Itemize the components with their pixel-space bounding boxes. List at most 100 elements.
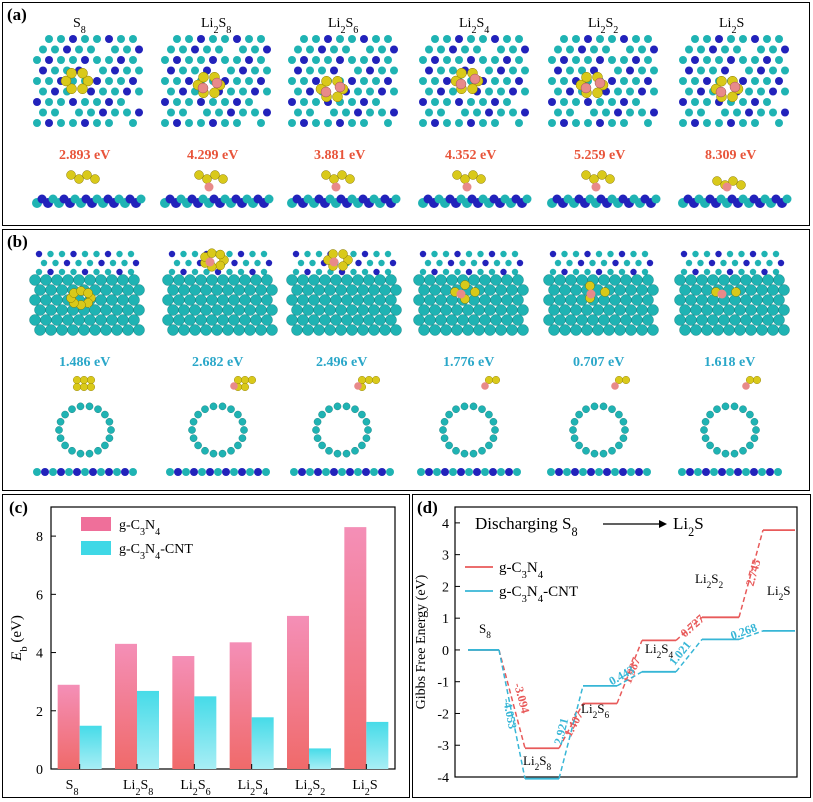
species-label-a: Li2S6	[328, 16, 358, 36]
y-tick-label: -3	[437, 739, 449, 754]
adsorbate-cluster	[192, 71, 226, 99]
bar-Li2S-gc3n4	[344, 527, 367, 769]
x-tick-label: Li2S8	[123, 778, 153, 797]
bar-Li2S-gc3n4-cnt	[366, 721, 389, 769]
chart-title-start: Discharging S8	[475, 514, 578, 539]
lattice-side-view	[417, 468, 521, 476]
legend-label: g-C3N4	[499, 560, 544, 581]
panel-d-label: (d)	[417, 498, 438, 517]
bar-S8-gc3n4	[57, 684, 80, 769]
chart-title-end: Li2S	[673, 514, 704, 539]
nanotube-cross-section	[700, 375, 762, 458]
species-label-d: Li2S2	[695, 571, 723, 591]
panel-a-structures: S8 2.893 eV Li2S8 4.299 eV Li2S6 3.881 eV Li2S…	[32, 16, 792, 208]
adsorbate-cluster	[710, 75, 744, 103]
transition-line	[558, 703, 584, 749]
species-label-a: Li2S2	[588, 16, 618, 36]
binding-energy-a: 4.299 eV	[187, 148, 238, 163]
species-label-d: Li2S6	[581, 701, 609, 721]
y-tick-label: 4	[442, 517, 449, 532]
lattice-side-view	[287, 170, 401, 208]
binding-energy-a: 5.259 eV	[574, 148, 625, 163]
adsorbate-cluster	[323, 249, 353, 271]
bar-Li2S2-gc3n4-cnt	[309, 748, 331, 769]
y-tick-label: 8	[36, 530, 43, 545]
transition-line	[675, 638, 703, 673]
y-tick-label: 2	[442, 580, 449, 595]
lattice-side-view	[418, 170, 532, 208]
transition-line	[616, 640, 643, 704]
species-label-d: Li2S8	[523, 753, 551, 773]
binding-energy-b: 1.618 eV	[704, 355, 755, 370]
y-tick-label: -1	[437, 676, 449, 691]
cnt-hybrid-top-view	[162, 250, 278, 336]
binding-energy-bar-chart: (c) 0 2 4 6 8 Eb (eV) S8 Li2S8 Li2S6 Li2S4 Li2S2 Li2…	[9, 498, 396, 798]
transition-line	[675, 616, 703, 641]
transition-line	[738, 630, 764, 641]
lattice-side-view	[32, 170, 146, 208]
lattice-side-view	[166, 468, 270, 476]
lattice-side-view	[547, 170, 661, 208]
lattice-top-view	[679, 35, 789, 127]
nanotube-cross-section	[312, 375, 381, 458]
adsorbate-cluster	[315, 75, 349, 103]
lattice-top-view	[288, 35, 398, 127]
step-energy-label: 2.745	[743, 558, 764, 588]
binding-energy-a: 3.881 eV	[314, 148, 365, 163]
adsorbate-cluster	[66, 286, 96, 310]
adsorbate-cluster	[60, 67, 94, 95]
lattice-side-view	[290, 468, 394, 476]
species-label-a: Li2S4	[459, 16, 489, 36]
title-arrow-head	[659, 520, 667, 528]
x-tick-label: S8	[66, 778, 79, 797]
bar-Li2S8-gc3n4	[115, 643, 137, 769]
adsorbate-cluster	[450, 67, 484, 95]
binding-energy-a: 2.893 eV	[59, 148, 110, 163]
panel-d: (d) -4 -3 -2 -1 0 1 2 3 4 Gibbs Free Energy (eV) Di…	[412, 494, 811, 798]
bar-Li2S2-gc3n4	[287, 615, 309, 769]
nanotube-cross-section	[55, 375, 115, 458]
bar-Li2S6-gc3n4	[172, 656, 195, 769]
species-label-a: Li2S	[719, 16, 744, 36]
lattice-side-view	[678, 176, 792, 208]
lattice-top-view	[419, 35, 529, 127]
transition-line	[616, 671, 643, 687]
step-energy-label: 0.727	[678, 612, 707, 640]
legend-label: g-C3N4-CNT	[499, 584, 578, 605]
step-energy-label: 0.268	[729, 620, 759, 642]
panel-a: (a) S8 2.893 eV Li2S8 4.299 eV Li2S6 3.881 eV…	[2, 2, 810, 226]
y-tick-label: 4	[36, 647, 43, 662]
bar-Li2S4-gc3n4	[229, 642, 252, 769]
nanotube-cross-section	[569, 375, 631, 458]
species-label-d: Li2S4	[645, 641, 673, 661]
bar-Li2S4-gc3n4-cnt	[251, 717, 274, 769]
adsorbate-cluster	[200, 248, 229, 272]
adsorbate-cluster	[575, 71, 609, 99]
y-tick-label: -2	[437, 707, 449, 722]
panel-c-label: (c)	[9, 498, 28, 517]
adsorbate-cluster	[450, 280, 480, 304]
panel-b: (b) 1.486 eV 2.682 eV 2.496 eV 1.776 eV 0.70…	[2, 229, 810, 491]
nanotube-cross-section	[439, 375, 501, 458]
species-label-a: Li2S8	[201, 16, 231, 36]
cnt-hybrid-top-view	[413, 250, 529, 336]
x-tick-label: Li2S2	[295, 778, 325, 797]
step-energy-label: -4.053	[500, 697, 520, 730]
species-label-d: Li2S	[767, 583, 790, 603]
panel-a-label: (a)	[7, 5, 27, 24]
y-tick-label: 0	[442, 644, 449, 659]
cnt-hybrid-top-view	[286, 250, 402, 336]
legend-swatch	[81, 517, 111, 531]
panel-c: (c) 0 2 4 6 8 Eb (eV) S8 Li2S8 Li2S6 Li2S4 Li2S2 Li2…	[2, 494, 410, 798]
binding-energy-a: 8.309 eV	[705, 148, 756, 163]
species-label-d: S8	[479, 621, 491, 641]
bar-Li2S8-gc3n4-cnt	[137, 690, 159, 769]
y-tick-label: -4	[437, 771, 449, 786]
lattice-side-view	[33, 468, 137, 476]
legend-swatch	[81, 541, 111, 555]
y-tick-label: 0	[36, 763, 43, 778]
transition-line	[738, 529, 764, 618]
species-label-a: S8	[73, 16, 86, 36]
x-tick-label: Li2S4	[238, 778, 268, 797]
binding-energy-b: 1.776 eV	[443, 355, 494, 370]
